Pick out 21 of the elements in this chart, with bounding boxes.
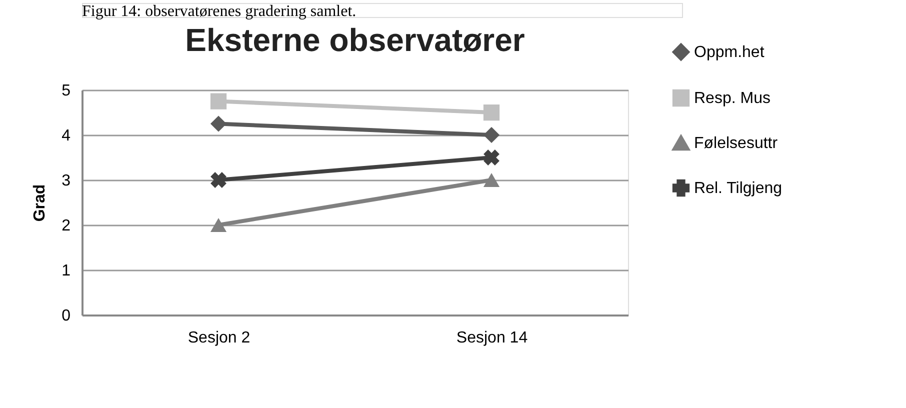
y-tick-label: 1	[62, 262, 71, 280]
legend-label: Følelsesuttr	[694, 135, 778, 152]
point	[483, 104, 500, 121]
y-tick-label: 3	[62, 172, 71, 190]
point	[483, 126, 500, 144]
x-tick-label: Sesjon 2	[188, 330, 250, 346]
y-tick-label: 0	[62, 308, 71, 324]
y-tick-label: 2	[62, 218, 71, 234]
legend-label: Oppm.het	[694, 44, 765, 61]
legend-label: Rel. Tilgjeng	[694, 180, 782, 197]
text: Figur 14: observatørenes gradering samlet.	[82, 3, 356, 20]
chart-title: Eksterne observatører	[185, 22, 525, 58]
y-axis-title: Grad	[32, 184, 49, 222]
point	[210, 93, 227, 110]
y-tick-label: 5	[62, 82, 71, 100]
y-tick-label: 4	[62, 128, 71, 144]
point	[484, 150, 500, 166]
point	[210, 116, 227, 132]
point	[210, 172, 226, 188]
legend-label: Resp. Mus	[694, 90, 770, 107]
x-tick-label: Sesjon 14	[456, 330, 528, 346]
